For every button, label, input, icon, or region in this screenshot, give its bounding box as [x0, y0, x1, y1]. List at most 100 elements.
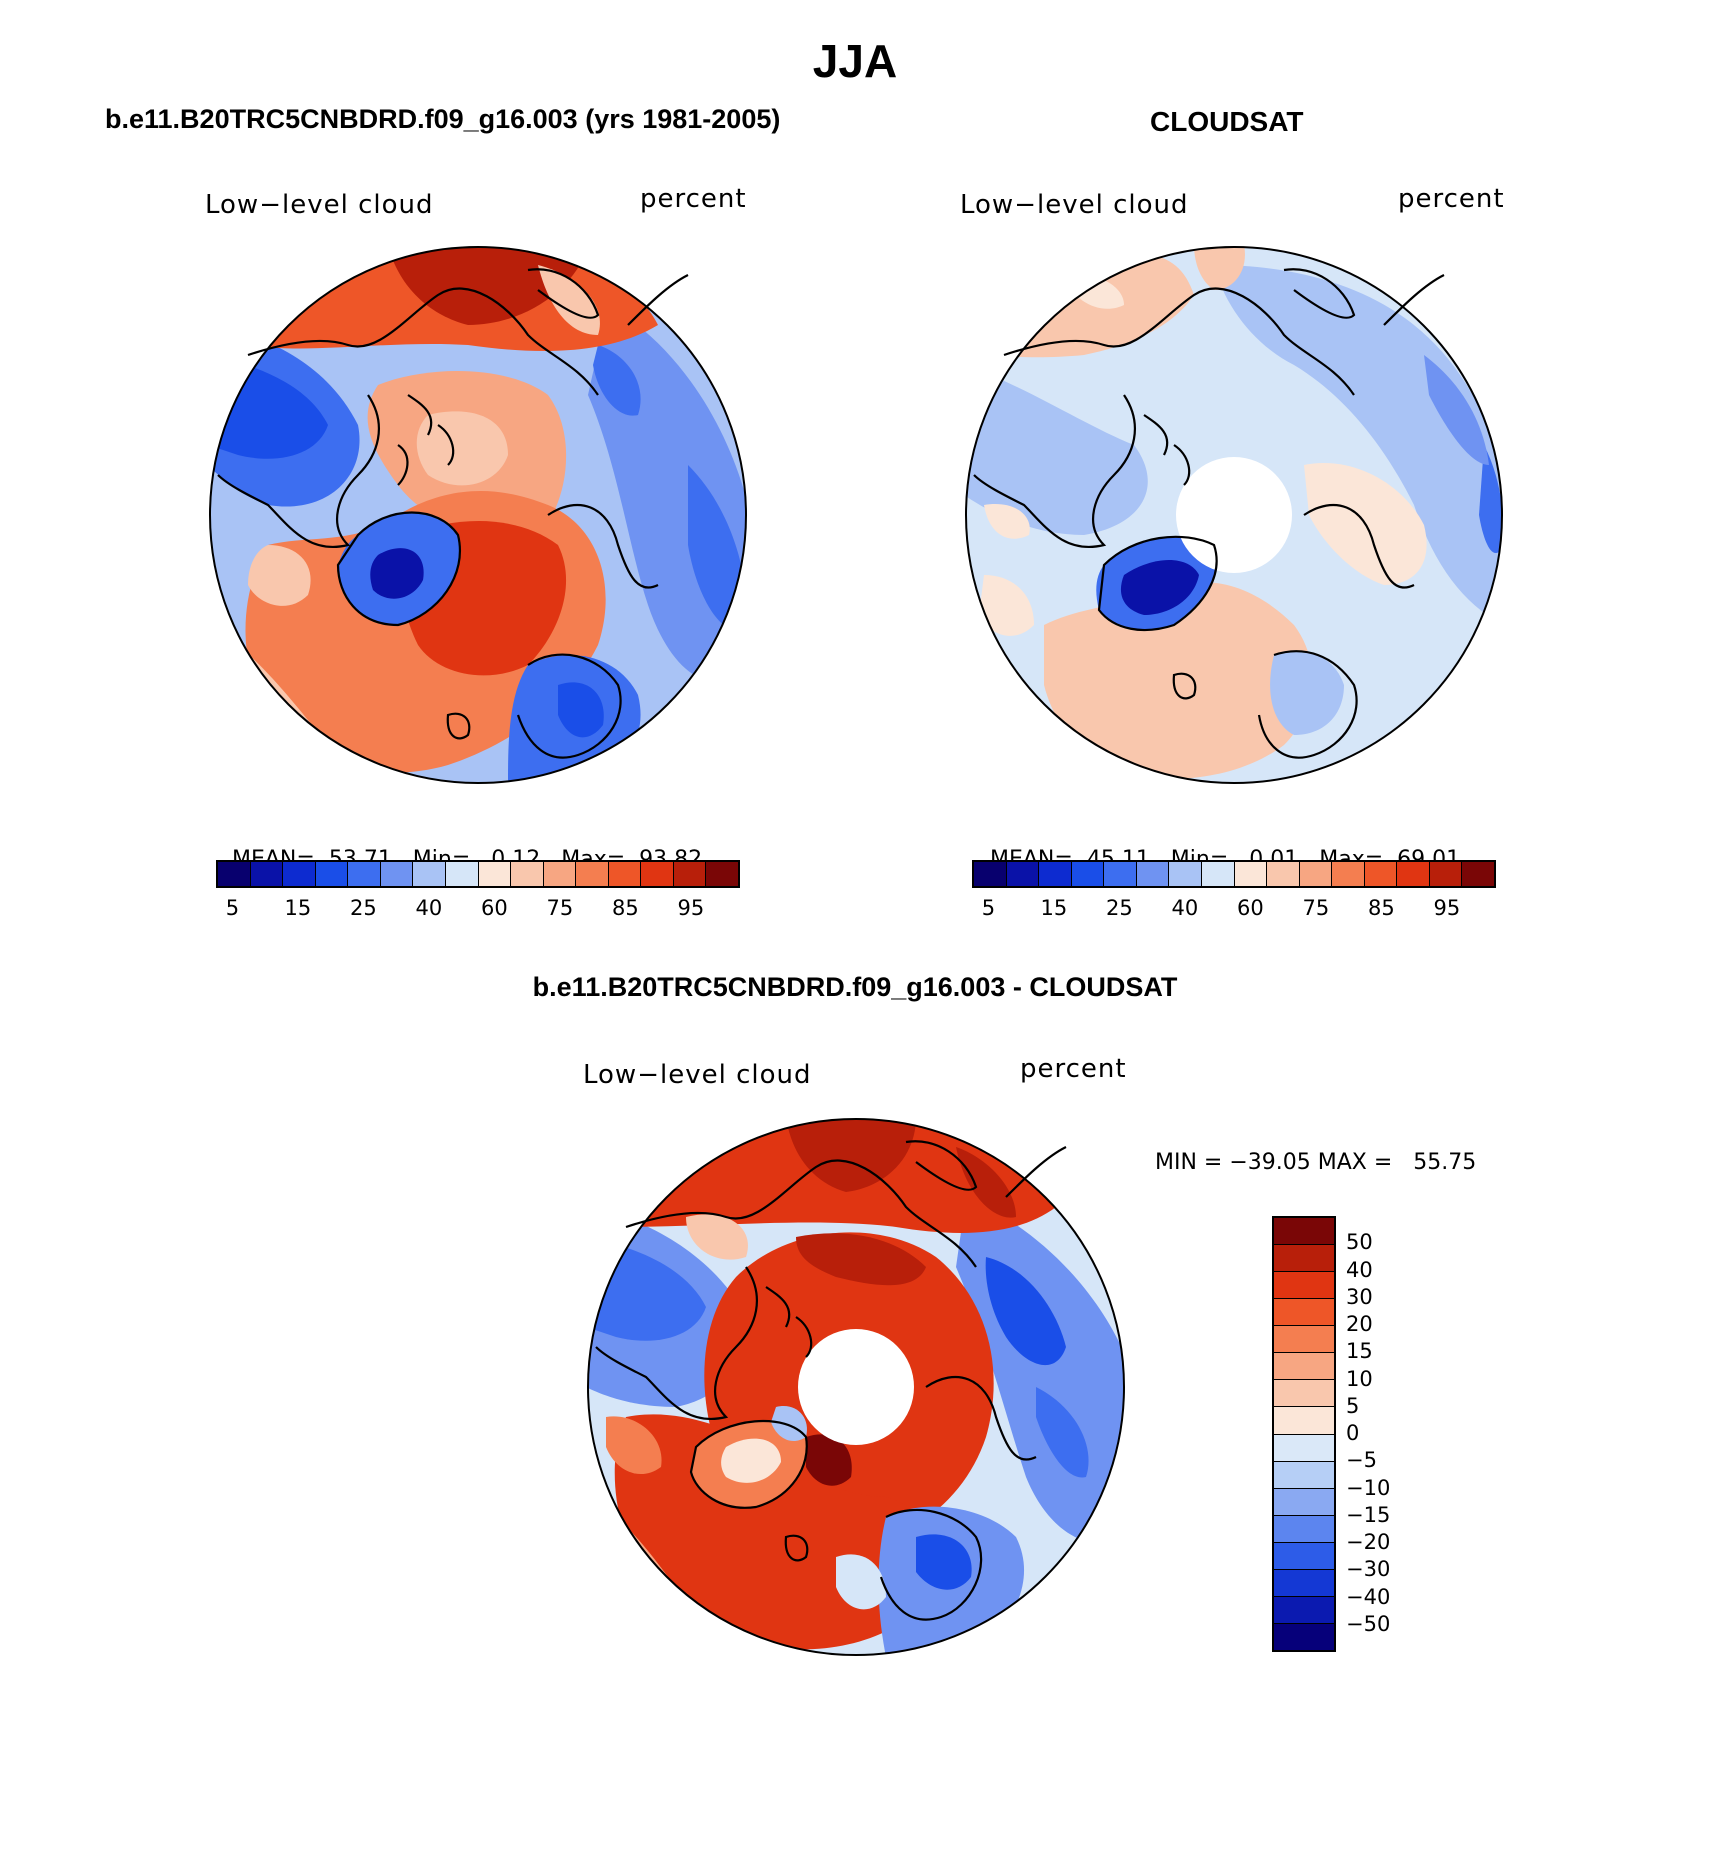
- colorbar-swatch: [1274, 1353, 1334, 1381]
- obs-case-title: CLOUDSAT: [1150, 106, 1304, 137]
- diff-variable-label: Low−level cloud: [583, 1060, 812, 1090]
- colorbar-tick-label: 85: [612, 896, 639, 920]
- colorbar-tick-label: 50: [1346, 1230, 1373, 1255]
- colorbar-tick-label: 75: [1302, 896, 1330, 920]
- colorbar-tick-label: 5: [1346, 1393, 1360, 1418]
- colorbar-swatch: [974, 862, 1007, 886]
- diff-case-title: b.e11.B20TRC5CNBDRD.f09_g16.003 - CLOUDS…: [532, 972, 1178, 1002]
- model-units-label: percent: [640, 184, 747, 214]
- colorbar-swatch: [1274, 1326, 1334, 1354]
- colorbar-tick-label: 95: [677, 896, 705, 920]
- model-variable-label: Low−level cloud: [205, 190, 434, 220]
- colorbar-tick-label: 10: [1346, 1366, 1373, 1391]
- colorbar-swatch: [218, 862, 251, 886]
- colorbar-swatch: [380, 862, 414, 886]
- colorbar-tick-label: 15: [1346, 1339, 1373, 1364]
- obs-units-label: percent: [1398, 184, 1505, 214]
- obs-colorbar: [972, 860, 1496, 888]
- colorbar-swatch: [1267, 862, 1300, 886]
- colorbar-tick-label: −20: [1346, 1530, 1391, 1554]
- colorbar-swatch: [1039, 862, 1072, 886]
- model-colorbar: [216, 860, 740, 888]
- colorbar-swatch: [543, 862, 577, 886]
- colorbar-swatch: [1274, 1299, 1334, 1327]
- model-map-fill: [210, 247, 746, 783]
- colorbar-tick-label: 40: [415, 896, 443, 920]
- colorbar-swatch: [1274, 1623, 1334, 1650]
- colorbar-swatch: [1274, 1434, 1334, 1462]
- colorbar-tick-label: −15: [1346, 1502, 1391, 1527]
- colorbar-swatch: [478, 862, 512, 886]
- colorbar-swatch: [641, 862, 674, 886]
- diff-minmax-label: MIN = −39.05 MAX = 55.75: [1155, 1150, 1477, 1175]
- diff-polar-map: [587, 1118, 1125, 1656]
- colorbar-tick-label: 40: [1346, 1257, 1373, 1282]
- colorbar-swatch: [1274, 1515, 1334, 1543]
- colorbar-swatch: [1429, 862, 1463, 886]
- colorbar-swatch: [1462, 862, 1494, 886]
- colorbar-swatch: [511, 862, 544, 886]
- colorbar-swatch: [1299, 862, 1333, 886]
- obs-coastlines: [973, 268, 1445, 759]
- colorbar-swatch: [1274, 1245, 1334, 1273]
- colorbar-tick-label: 25: [1106, 896, 1133, 920]
- colorbar-swatch: [1274, 1218, 1334, 1246]
- colorbar-tick-label: 40: [1171, 896, 1199, 920]
- season-title: JJA: [812, 35, 898, 87]
- colorbar-tick-label: 20: [1346, 1312, 1373, 1336]
- colorbar-tick-label: −10: [1346, 1475, 1391, 1500]
- model-polar-map: [209, 246, 747, 784]
- colorbar-swatch: [1274, 1542, 1334, 1570]
- colorbar-swatch: [1274, 1569, 1334, 1597]
- colorbar-tick-label: 5: [981, 896, 996, 920]
- colorbar-tick-label: 30: [1346, 1284, 1373, 1309]
- diff-units-label: percent: [1020, 1054, 1127, 1084]
- colorbar-tick-label: −30: [1346, 1557, 1391, 1582]
- colorbar-swatch: [1274, 1488, 1334, 1516]
- colorbar-tick-label: 5: [225, 896, 240, 920]
- colorbar-tick-label: 15: [284, 896, 312, 920]
- colorbar-swatch: [1274, 1596, 1334, 1624]
- colorbar-swatch: [315, 862, 349, 886]
- obs-colorbar-ticks: 5 15 25 40 60 75 85 95: [972, 896, 1496, 922]
- colorbar-tick-label: 95: [1433, 896, 1461, 920]
- model-colorbar-ticks: 5 15 25 40 60 75 85 95: [216, 896, 740, 922]
- colorbar-swatch: [1397, 862, 1430, 886]
- colorbar-swatch: [1006, 862, 1040, 886]
- diff-coastlines: [595, 1140, 1067, 1621]
- colorbar-tick-label: 75: [546, 896, 574, 920]
- colorbar-swatch: [445, 862, 479, 886]
- colorbar-swatch: [673, 862, 707, 886]
- colorbar-swatch: [1274, 1461, 1334, 1489]
- obs-polar-map: [965, 246, 1503, 784]
- colorbar-tick-label: −5: [1346, 1448, 1377, 1473]
- colorbar-swatch: [706, 862, 738, 886]
- colorbar-swatch: [1364, 862, 1398, 886]
- colorbar-tick-label: 15: [1040, 896, 1068, 920]
- colorbar-swatch: [250, 862, 284, 886]
- model-coastlines: [217, 268, 689, 759]
- colorbar-swatch: [1071, 862, 1105, 886]
- colorbar-swatch: [413, 862, 446, 886]
- obs-variable-label: Low−level cloud: [960, 190, 1189, 220]
- colorbar-swatch: [576, 862, 609, 886]
- colorbar-tick-label: 0: [1346, 1421, 1360, 1445]
- colorbar-swatch: [1104, 862, 1137, 886]
- colorbar-swatch: [1169, 862, 1202, 886]
- colorbar-swatch: [1332, 862, 1365, 886]
- colorbar-swatch: [348, 862, 381, 886]
- colorbar-swatch: [1136, 862, 1170, 886]
- colorbar-swatch: [1274, 1407, 1334, 1435]
- colorbar-swatch: [1234, 862, 1268, 886]
- colorbar-swatch: [1274, 1272, 1334, 1300]
- colorbar-tick-label: 60: [1237, 896, 1264, 920]
- diff-colorbar-ticks: 50 40 30 20 15 10 5 0 −5 −10 −15 −20 −30 −40 −50: [1346, 1216, 1426, 1652]
- obs-map-fill: [966, 247, 1502, 783]
- colorbar-swatch: [1274, 1380, 1334, 1408]
- colorbar-tick-label: 60: [481, 896, 508, 920]
- colorbar-swatch: [283, 862, 316, 886]
- diff-colorbar: [1272, 1216, 1336, 1652]
- colorbar-tick-label: 25: [350, 896, 377, 920]
- colorbar-tick-label: −40: [1346, 1584, 1391, 1609]
- colorbar-tick-label: 85: [1368, 896, 1395, 920]
